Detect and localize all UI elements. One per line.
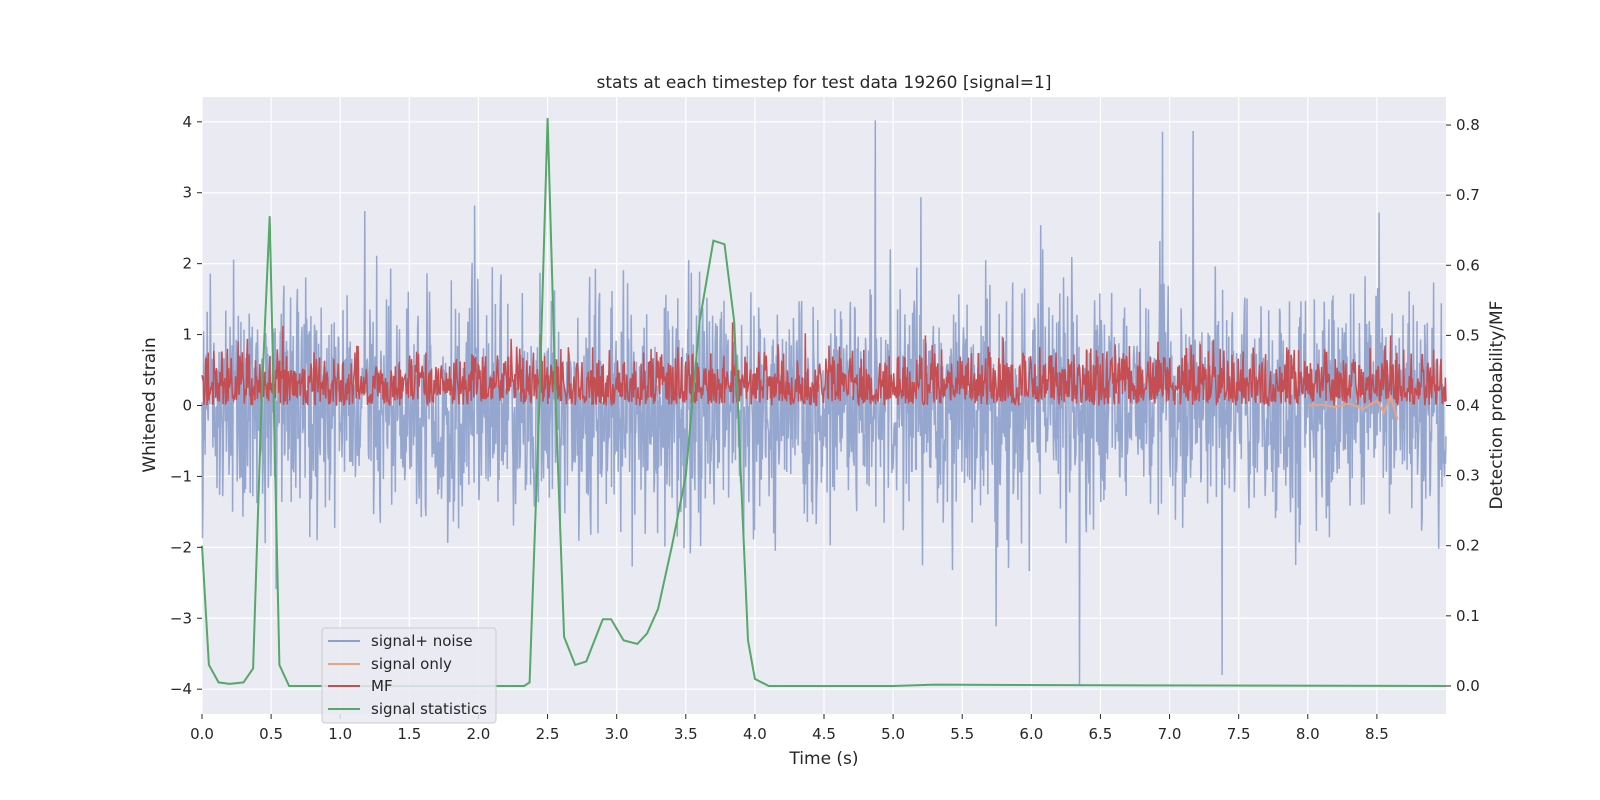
x-tick-label-5: 2.5	[536, 725, 560, 743]
y2-tick-label-8: 0.8	[1456, 116, 1480, 134]
x-tick-label-7: 3.5	[674, 725, 698, 743]
y-axis-label: Whitened strain	[140, 337, 160, 472]
x-tick-label-1: 0.5	[259, 725, 283, 743]
y-tick-label-2: −2	[170, 538, 192, 556]
series-signal-statistics	[201, 117, 1447, 687]
mf-line	[201, 322, 1447, 407]
y-tick-label-3: −1	[170, 467, 192, 485]
legend-box	[321, 627, 497, 724]
x-tick-label-0: 0.0	[190, 725, 214, 743]
series-signal-noise	[201, 120, 1447, 685]
series-mf	[201, 322, 1447, 407]
legend-label-mf: MF	[371, 677, 393, 695]
x-axis-ticks: 0.0 0.5 1.0 1.5 2.0 2.5 3.0 3.5 4.0 4.5 5.0 5.5 6.0 6…	[190, 714, 1389, 743]
legend-label-signal-only: signal only	[371, 655, 452, 673]
x-tick-label-6: 3.0	[605, 725, 629, 743]
x-tick-label-3: 1.5	[397, 725, 421, 743]
y2-tick-label-3: 0.3	[1456, 467, 1480, 485]
x-tick-label-4: 2.0	[467, 725, 491, 743]
signal-only-line	[1307, 394, 1399, 420]
y-tick-label-6: 2	[182, 255, 192, 273]
y2-tick-label-7: 0.7	[1456, 186, 1480, 204]
series-signal-only	[1307, 394, 1399, 420]
x-tick-label-9: 4.5	[812, 725, 836, 743]
y2-axis-ticks: 0.0 0.1 0.2 0.3 0.4 0.5 0.6 0.7 0.8	[1446, 116, 1480, 695]
y-tick-label-8: 4	[182, 113, 192, 131]
x-tick-label-8: 4.0	[743, 725, 767, 743]
y2-axis-label: Detection probability/MF	[1487, 301, 1507, 510]
y2-tick-label-0: 0.0	[1456, 677, 1480, 695]
y2-tick-label-1: 0.1	[1456, 607, 1480, 625]
y2-tick-label-5: 0.5	[1456, 326, 1480, 344]
x-tick-label-13: 6.5	[1089, 725, 1113, 743]
y2-tick-label-2: 0.2	[1456, 537, 1480, 555]
legend-label-signal-noise: signal+ noise	[371, 632, 473, 650]
x-tick-label-12: 6.0	[1019, 725, 1043, 743]
x-tick-label-17: 8.5	[1365, 725, 1389, 743]
x-tick-label-14: 7.0	[1158, 725, 1182, 743]
signal-noise-line	[201, 120, 1447, 685]
x-tick-label-2: 1.0	[328, 725, 352, 743]
legend: signal+ noise signal only MF signal stat…	[321, 627, 497, 724]
x-axis-label: Time (s)	[788, 749, 858, 769]
y-tick-label-7: 3	[182, 184, 192, 202]
x-tick-label-16: 8.0	[1296, 725, 1320, 743]
y2-tick-label-4: 0.4	[1456, 397, 1480, 415]
y-tick-label-0: −4	[170, 680, 192, 698]
y-tick-label-1: −3	[170, 609, 192, 627]
y-tick-label-5: 1	[182, 326, 192, 344]
y-axis-ticks: −4 −3 −2 −1 0 1 2 3 4	[170, 113, 202, 698]
chart-title: stats at each timestep for test data 192…	[597, 73, 1052, 93]
y2-tick-label-6: 0.6	[1456, 256, 1480, 274]
y-tick-label-4: 0	[182, 397, 192, 415]
x-tick-label-11: 5.5	[950, 725, 974, 743]
x-tick-label-10: 5.0	[881, 725, 905, 743]
x-tick-label-15: 7.5	[1227, 725, 1251, 743]
legend-label-signal-statistics: signal statistics	[371, 700, 487, 718]
signal-statistics-line	[201, 117, 1447, 687]
